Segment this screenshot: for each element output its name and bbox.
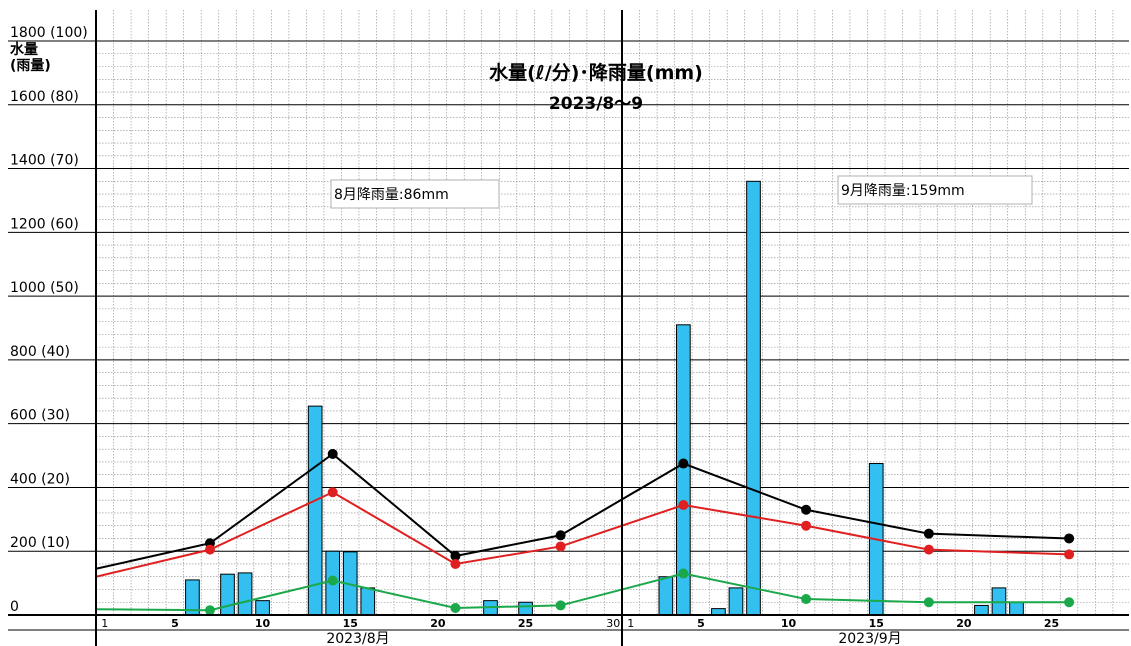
x-tick-label: 15 [869, 617, 884, 630]
chart-title: 水量(ℓ/分)･降雨量(mm) [489, 61, 703, 84]
series-point-0 [678, 458, 689, 469]
x-tick-label: 1 [627, 617, 634, 630]
annotation-september-box [837, 175, 1033, 205]
series-point-0 [923, 528, 934, 539]
series-point-1 [204, 544, 215, 555]
x-tick-label: 20 [956, 617, 972, 630]
y-tick-label: 1400 (70) [10, 153, 79, 169]
chart-subtitle: 2023/8〜9 [549, 94, 643, 114]
series-point-2 [204, 605, 215, 616]
rain-bar [728, 587, 744, 616]
series-point-0 [801, 504, 812, 515]
major-gridlines [8, 40, 1129, 616]
x-tick-label: 10 [781, 617, 797, 630]
x-tick-label: 25 [518, 617, 533, 630]
series-point-2 [450, 602, 461, 613]
series-point-2 [678, 568, 689, 579]
y-tick-label: 800 (40) [10, 344, 70, 360]
y-tick-label: 400 (20) [10, 471, 70, 487]
y-tick-label: 200 (10) [10, 535, 70, 551]
y-tick-label: 1200 (60) [10, 216, 79, 232]
y-tick-label: 1000 (50) [10, 280, 79, 296]
x-tick-label: 5 [171, 617, 179, 630]
series-point-2 [801, 594, 812, 605]
month-label-september: 2023/9月 [838, 631, 901, 646]
rain-bar [658, 576, 674, 616]
series-point-0 [450, 551, 461, 562]
series-point-1 [450, 558, 461, 569]
rain-bar [237, 572, 253, 616]
x-tick-label: 1 [101, 617, 108, 630]
y-tick-label: 600 (30) [10, 408, 70, 424]
x-tick-label: 15 [343, 617, 358, 630]
y-unit-label-rain: (雨量) [10, 58, 51, 74]
rain-bar [360, 587, 376, 616]
rain-bar [518, 601, 533, 616]
series-point-2 [327, 575, 338, 586]
annotation-september-text: 9月降雨量:159mm [841, 183, 965, 199]
series-point-1 [1064, 549, 1075, 560]
rain-bar [746, 180, 761, 616]
x-tick-label: 5 [697, 617, 705, 630]
x-tick-label: 25 [1044, 617, 1059, 630]
series-point-1 [678, 499, 689, 510]
x-tick-label: 10 [255, 617, 271, 630]
axes [8, 10, 1129, 646]
series-point-0 [327, 448, 338, 459]
annotation-august-text: 8月降雨量:86mm [334, 187, 449, 203]
y-tick-labels: 0 200 (10) 400 (20) 600 (30) 800 (40) 1000 (5… [10, 25, 88, 615]
flow-series [95, 448, 1075, 616]
rain-bar [974, 604, 989, 616]
x-tick-label: 30 [606, 617, 620, 630]
rain-bar [220, 573, 235, 616]
annotation-august-box [330, 179, 500, 209]
rain-bar [255, 600, 270, 616]
month-label-august: 2023/8月 [326, 631, 389, 646]
series-point-2 [555, 600, 566, 611]
series-point-2 [923, 597, 934, 608]
y-tick-label: 1600 (80) [10, 89, 79, 105]
series-point-0 [1064, 533, 1075, 544]
series-point-1 [327, 487, 338, 498]
rain-bars [185, 180, 1024, 616]
series-point-0 [555, 530, 566, 541]
y-tick-label: 0 [10, 599, 19, 615]
y-tick-label: 1800 (100) [10, 25, 88, 41]
y-unit-label-flow: 水量 [10, 41, 38, 58]
annotation-august: 8月降雨量:86mm [330, 179, 500, 209]
annotation-september: 9月降雨量:159mm [837, 175, 1033, 205]
series-point-1 [801, 520, 812, 531]
x-tick-labels: 151015202530151015202530 [101, 617, 1059, 630]
rain-bar [1009, 601, 1024, 616]
series-point-1 [555, 541, 566, 552]
series-point-1 [923, 544, 934, 555]
series-point-2 [1064, 597, 1075, 608]
x-tick-label: 20 [430, 617, 446, 630]
